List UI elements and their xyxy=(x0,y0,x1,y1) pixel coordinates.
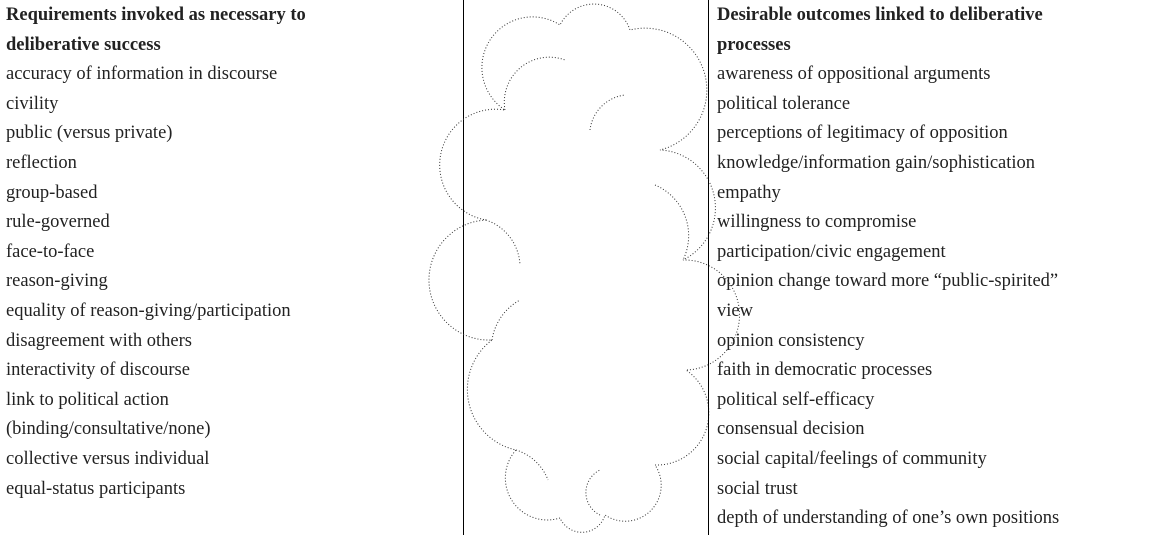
list-item: disagreement with others xyxy=(6,330,192,351)
list-item: rule-governed xyxy=(6,212,110,233)
list-item: collective versus individual xyxy=(6,448,210,469)
list-item: social trust xyxy=(717,478,798,499)
list-item: participation/civic engagement xyxy=(717,241,946,262)
list-item: opinion change toward more “public-spiri… xyxy=(717,271,1059,292)
list-item: social capital/feelings of community xyxy=(717,448,987,469)
column-heading: Requirements invoked as necessary to xyxy=(6,5,306,25)
list-item: opinion consistency xyxy=(717,330,865,351)
list-item: political self-efficacy xyxy=(717,389,875,410)
cloud-inner xyxy=(503,56,566,111)
list-item: accuracy of information in discourse xyxy=(6,64,278,85)
list-item: perceptions of legitimacy of opposition xyxy=(717,123,1008,144)
list-item: public (versus private) xyxy=(6,123,173,144)
list-item: view xyxy=(717,300,753,321)
list-item: consensual decision xyxy=(717,419,865,440)
list-item: willingness to compromise xyxy=(717,212,917,233)
list-item: equal-status participants xyxy=(6,478,186,499)
cloud-inner xyxy=(491,299,521,341)
cloud-inner xyxy=(585,469,601,516)
cloud-inner xyxy=(654,184,690,261)
list-item: reason-giving xyxy=(6,271,108,292)
cloud-inner xyxy=(485,219,521,266)
cloud-inner xyxy=(515,449,549,481)
divider xyxy=(708,0,709,535)
list-item: political tolerance xyxy=(717,93,851,114)
column-heading: Desirable outcomes linked to deliberativ… xyxy=(717,5,1043,25)
list-item: civility xyxy=(6,93,59,114)
left-column: Requirements invoked as necessary to deli… xyxy=(6,1,306,504)
list-item: knowledge/information gain/sophisticatio… xyxy=(717,152,1036,173)
divider xyxy=(463,0,464,535)
list-item: face-to-face xyxy=(6,241,95,262)
list-item: group-based xyxy=(6,182,98,203)
cloud-outline xyxy=(428,3,740,533)
list-item: faith in democratic processes xyxy=(717,360,933,381)
list-item: empathy xyxy=(717,182,781,203)
list-item: equality of reason-giving/participation xyxy=(6,300,291,321)
list-item: depth of understanding of one’s own posi… xyxy=(717,508,1060,529)
list-item: awareness of oppositional arguments xyxy=(717,64,991,85)
column-heading: deliberative success xyxy=(6,34,161,55)
list-item: interactivity of discourse xyxy=(6,360,190,381)
column-heading: processes xyxy=(717,34,791,55)
list-item: (binding/consultative/none) xyxy=(6,419,211,440)
right-column: Desirable outcomes linked to deliberativ… xyxy=(717,1,1059,534)
list-item: reflection xyxy=(6,152,77,173)
cloud-inner xyxy=(589,94,626,131)
list-item: link to political action xyxy=(6,389,169,410)
